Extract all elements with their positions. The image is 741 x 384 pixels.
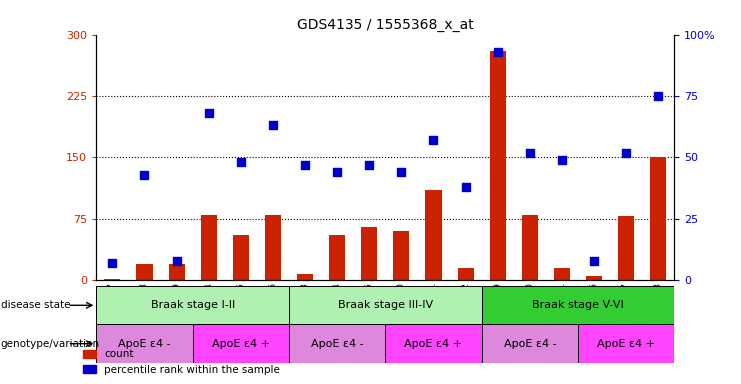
Bar (96, 286, 289, 324)
Text: disease state: disease state (1, 300, 70, 310)
Bar (586, 276, 602, 280)
Bar (361, 227, 377, 280)
Text: Braak stage V-VI: Braak stage V-VI (532, 300, 624, 310)
Point (524, 149, 536, 156)
Point (299, 162, 311, 168)
Point (203, 110, 215, 116)
Text: genotype/variation: genotype/variation (1, 339, 100, 349)
Bar (578, 324, 674, 363)
Bar (522, 215, 538, 280)
Point (139, 172, 150, 178)
Point (620, 149, 632, 156)
Bar (425, 190, 442, 280)
Text: Braak stage III-IV: Braak stage III-IV (338, 300, 433, 310)
Bar (385, 324, 482, 363)
Text: ApoE ε4 -: ApoE ε4 - (118, 339, 171, 349)
Point (459, 184, 471, 190)
Point (235, 159, 247, 166)
Point (588, 258, 600, 264)
Bar (233, 235, 249, 280)
Bar (289, 324, 385, 363)
Point (170, 258, 182, 264)
Point (363, 162, 375, 168)
Bar (297, 274, 313, 280)
Legend: count, percentile rank within the sample: count, percentile rank within the sample (79, 345, 285, 379)
Bar (193, 324, 289, 363)
Bar (482, 286, 674, 324)
Text: ApoE ε4 +: ApoE ε4 + (597, 339, 655, 349)
Text: ApoE ε4 -: ApoE ε4 - (310, 339, 364, 349)
Text: ApoE ε4 -: ApoE ε4 - (503, 339, 556, 349)
Bar (651, 157, 666, 280)
Bar (168, 264, 185, 280)
Bar (482, 324, 578, 363)
Bar (136, 264, 153, 280)
Bar (265, 215, 281, 280)
Bar (96, 324, 193, 363)
Bar (329, 235, 345, 280)
Bar (104, 279, 120, 280)
Bar (490, 51, 505, 280)
Bar (457, 268, 473, 280)
Point (652, 93, 664, 99)
Text: Braak stage I-II: Braak stage I-II (150, 300, 235, 310)
Text: ApoE ε4 +: ApoE ε4 + (405, 339, 462, 349)
Point (428, 137, 439, 143)
Bar (554, 268, 570, 280)
Point (267, 122, 279, 129)
Bar (618, 217, 634, 280)
Bar (393, 231, 409, 280)
Point (331, 169, 343, 175)
Point (556, 157, 568, 163)
Point (107, 260, 119, 266)
Bar (201, 215, 216, 280)
Bar (289, 286, 482, 324)
Text: ApoE ε4 +: ApoE ε4 + (212, 339, 270, 349)
Point (492, 49, 504, 55)
Point (396, 169, 408, 175)
Title: GDS4135 / 1555368_x_at: GDS4135 / 1555368_x_at (297, 18, 473, 32)
